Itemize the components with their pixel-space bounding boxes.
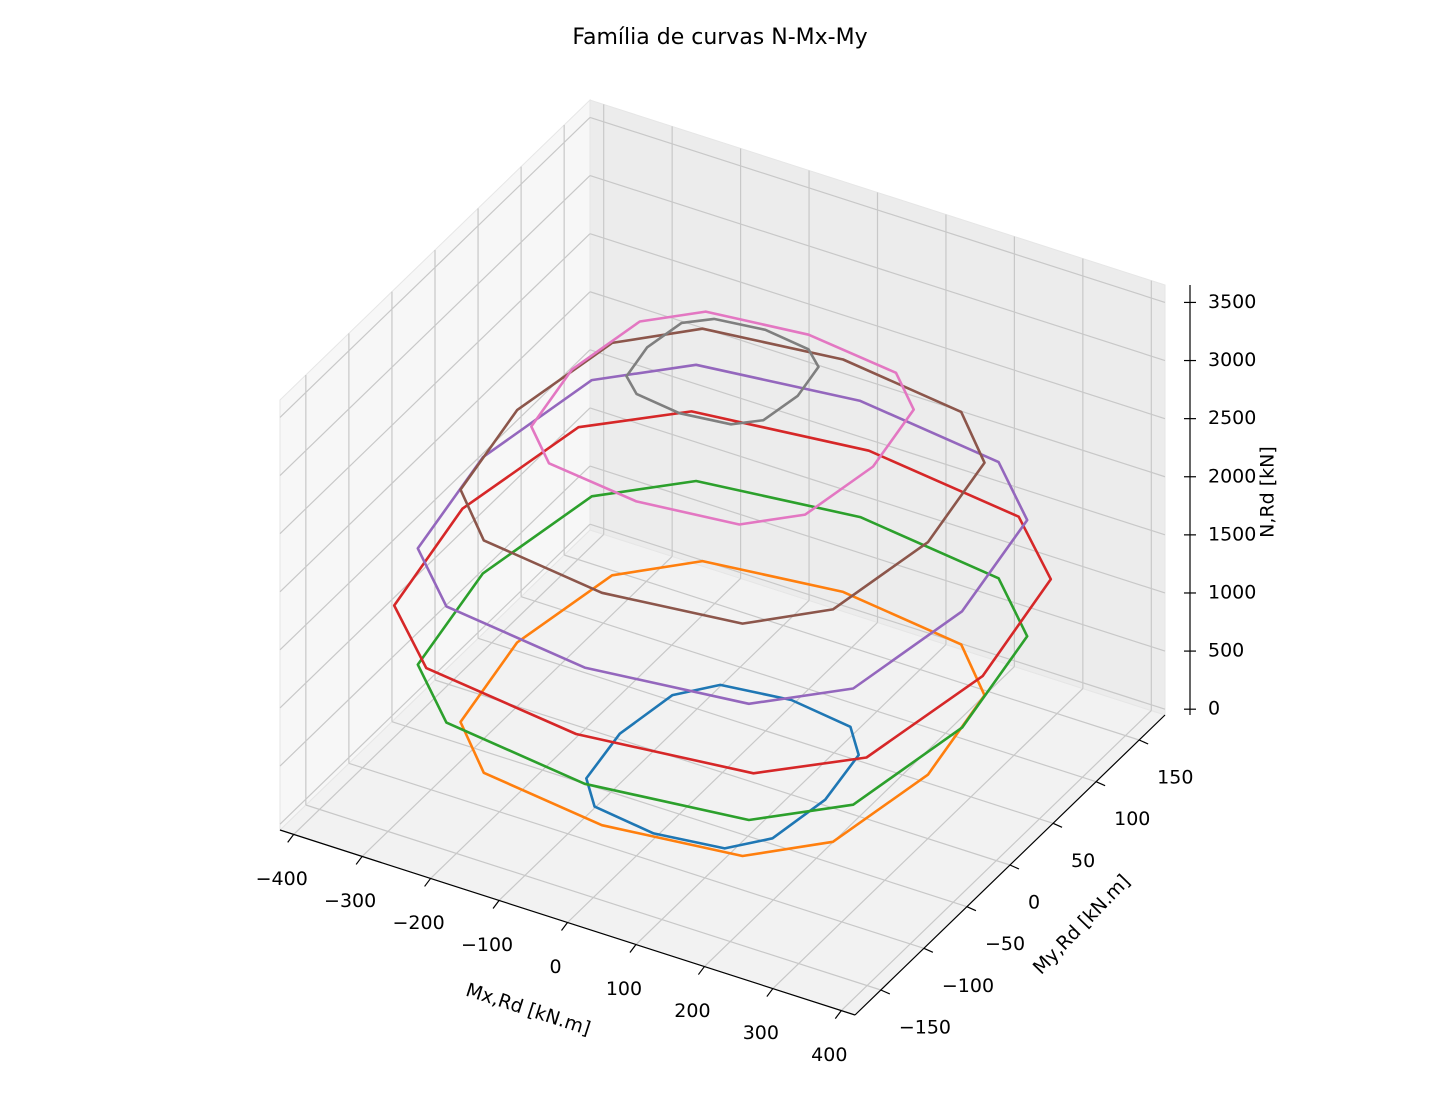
x-axis-label: Mx,Rd [kN.m] bbox=[463, 979, 593, 1040]
grid-line bbox=[348, 762, 925, 949]
x-tick-label: 200 bbox=[674, 1000, 710, 1022]
curve bbox=[459, 559, 986, 858]
grid-line bbox=[589, 407, 1166, 594]
curve bbox=[392, 410, 1053, 775]
y-tick-label: −50 bbox=[985, 933, 1025, 955]
x-tick-label: −400 bbox=[256, 868, 308, 890]
grid-line bbox=[279, 233, 591, 535]
z-tick-label: 2000 bbox=[1208, 465, 1256, 487]
y-tick-label: 100 bbox=[1114, 808, 1150, 830]
x-tick bbox=[834, 1010, 842, 1019]
x-tick bbox=[424, 878, 432, 887]
grid-line bbox=[305, 804, 882, 991]
grid-line bbox=[589, 116, 1166, 304]
x-tick-label: 300 bbox=[743, 1022, 779, 1044]
z-axis-label: N,Rd [kN] bbox=[1257, 446, 1279, 538]
x-tick bbox=[561, 922, 568, 931]
y-tick-label: −100 bbox=[942, 975, 994, 997]
grid-line bbox=[589, 349, 1166, 536]
grid-line bbox=[279, 175, 591, 476]
grid-line bbox=[477, 637, 1054, 824]
curve bbox=[530, 310, 915, 526]
y-tick-label: 0 bbox=[1028, 892, 1040, 914]
grid-line bbox=[279, 349, 591, 651]
x-tick-label: 400 bbox=[811, 1044, 847, 1066]
grid-line bbox=[279, 523, 591, 825]
x-tick-label: −300 bbox=[324, 890, 376, 912]
x-tick-label: 100 bbox=[606, 978, 642, 1000]
y-tick bbox=[880, 989, 891, 995]
grid-line bbox=[520, 596, 1097, 783]
grid-line bbox=[589, 233, 1166, 420]
x-tick bbox=[766, 988, 774, 997]
grid-line bbox=[589, 465, 1166, 652]
curve bbox=[585, 683, 860, 850]
x-tick bbox=[287, 834, 295, 843]
grid-line bbox=[279, 465, 591, 767]
y-tick-label: 150 bbox=[1157, 767, 1193, 789]
z-tick-label: 500 bbox=[1208, 640, 1244, 662]
grid-line bbox=[279, 291, 591, 593]
y-tick bbox=[1095, 781, 1106, 787]
x-tick bbox=[697, 966, 705, 975]
y-tick bbox=[1009, 864, 1020, 870]
y-tick-label: 50 bbox=[1071, 850, 1095, 872]
x-tick-label: 0 bbox=[549, 956, 561, 978]
chart-title: Família de curvas N-Mx-My bbox=[572, 25, 867, 50]
y-tick bbox=[1138, 739, 1149, 745]
curve bbox=[416, 479, 1029, 822]
grid-line bbox=[279, 117, 591, 418]
x-tick bbox=[492, 900, 500, 909]
y-tick-label: −150 bbox=[899, 1017, 951, 1039]
grid-line bbox=[434, 679, 1011, 866]
grid-line bbox=[391, 721, 968, 908]
z-tick-label: 0 bbox=[1208, 698, 1220, 720]
y-tick bbox=[923, 947, 934, 953]
x-tick-label: −200 bbox=[393, 912, 445, 934]
x-tick bbox=[629, 944, 637, 953]
y-axis-label: My,Rd [kN.m] bbox=[1029, 870, 1135, 978]
x-tick-label: −100 bbox=[461, 934, 513, 956]
curve bbox=[459, 327, 986, 625]
z-tick-label: 3500 bbox=[1208, 291, 1256, 313]
z-tick-label: 2500 bbox=[1208, 407, 1256, 429]
grid-line bbox=[589, 174, 1166, 362]
z-tick-label: 3000 bbox=[1208, 349, 1256, 371]
x-axis-line bbox=[279, 829, 856, 1016]
grid-line bbox=[589, 523, 1166, 710]
y-tick bbox=[1052, 822, 1063, 828]
y-axis-line bbox=[854, 714, 1166, 1016]
x-tick bbox=[355, 856, 363, 865]
curve bbox=[625, 317, 820, 426]
grid-line bbox=[563, 554, 1140, 741]
y-tick bbox=[966, 906, 977, 912]
z-tick-label: 1500 bbox=[1208, 523, 1256, 545]
z-tick-label: 1000 bbox=[1208, 581, 1256, 603]
grid-line bbox=[279, 407, 591, 709]
